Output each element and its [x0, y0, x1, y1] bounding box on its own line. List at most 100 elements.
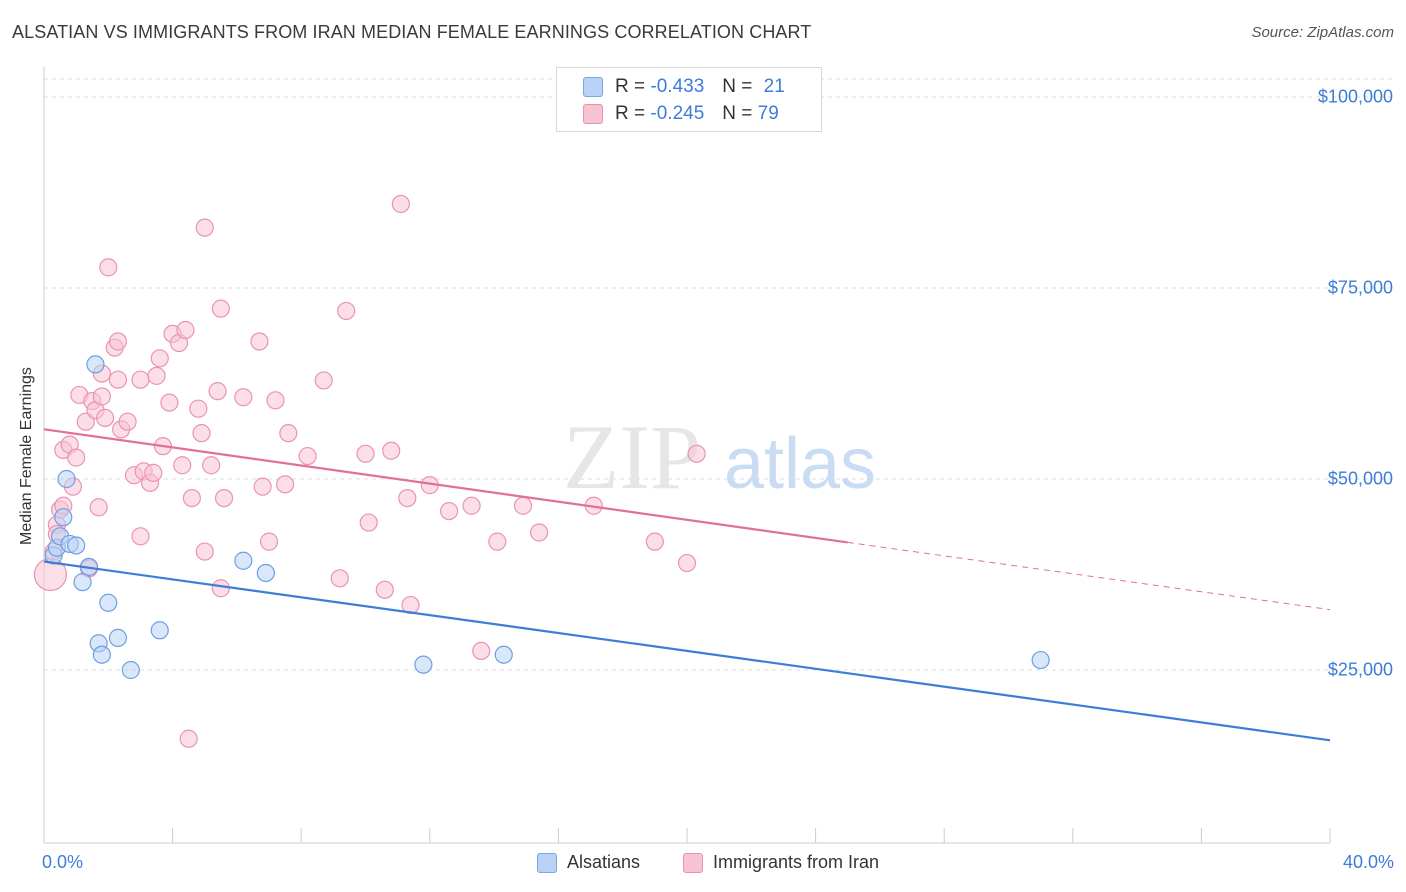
iran-point [208, 382, 227, 401]
iran-point [645, 532, 664, 551]
iran-point [173, 456, 192, 475]
iran-point [279, 424, 298, 443]
alsatian-point [121, 660, 140, 680]
alsatian-point [99, 593, 118, 612]
alsatian-point [234, 551, 253, 570]
source-label: Source: ZipAtlas.com [1251, 24, 1394, 41]
iran-point [359, 513, 378, 532]
iran-point [314, 371, 333, 390]
legend-r-value: -0.433 [650, 76, 705, 97]
iran-point [67, 448, 86, 467]
alsatian-point [1031, 650, 1050, 670]
iran-point [147, 366, 166, 385]
iran-point [513, 496, 533, 515]
iran-point [118, 412, 137, 431]
bottom-legend-iran: Immigrants from Iran [683, 852, 879, 873]
alsatian-point [414, 655, 433, 674]
watermark-atlas: atlas [724, 424, 876, 504]
bottom-legend-swatch-pink [683, 852, 703, 873]
alsatian-point [494, 645, 513, 664]
iran-point [253, 477, 272, 496]
iran-point [176, 320, 195, 340]
legend-r-value: -0.245 [650, 103, 705, 124]
bottom-legend-label: Alsatians [567, 852, 641, 872]
iran-point [488, 532, 507, 551]
iran-point [131, 527, 150, 546]
legend-swatch-blue [583, 77, 603, 97]
bottom-legend-alsatians: Alsatians [537, 852, 640, 873]
data-points [33, 194, 1050, 748]
legend-swatch-pink [583, 104, 603, 124]
alsatian-point [92, 645, 111, 664]
iran-point [211, 299, 230, 318]
legend-n-label: N = [722, 76, 753, 97]
alsatian-point [73, 573, 92, 592]
iran-point [276, 475, 295, 494]
iran-point [182, 489, 201, 508]
iran-point [89, 498, 108, 517]
iran-point [214, 489, 234, 508]
watermark-zip: ZIP [563, 406, 701, 508]
y-tick-100000: $100,000 [1317, 86, 1393, 107]
iran-point [95, 408, 115, 427]
chart-title: ALSATIAN VS IMMIGRANTS FROM IRAN MEDIAN … [12, 22, 812, 42]
iran-point [108, 370, 128, 389]
iran-point [677, 553, 697, 573]
y-tick-75000: $75,000 [1327, 277, 1393, 298]
iran-point [179, 729, 198, 748]
iran-point [131, 370, 150, 389]
iran-point [99, 258, 118, 277]
iran-point [211, 579, 230, 598]
iran-point [356, 444, 375, 463]
trend-lines [43, 428, 1331, 742]
bottom-legend-swatch-blue [537, 852, 557, 873]
iran-point [189, 399, 208, 418]
bottom-legend-label: Immigrants from Iran [713, 852, 880, 872]
legend-r-label: R = [615, 103, 646, 124]
iran-point [382, 441, 401, 460]
iran-point [391, 194, 410, 214]
alsatian-point [86, 355, 105, 374]
axes [43, 67, 1331, 844]
iran-point [472, 641, 491, 661]
iran-point [202, 456, 221, 475]
x-tick-40: 40.0% [1342, 852, 1394, 872]
correlation-legend: R = -0.433 N = 21 R = -0.245 N = 79 [556, 67, 822, 132]
grid-lines [44, 78, 1392, 671]
iran-point [375, 580, 394, 599]
iran-point [195, 542, 214, 561]
alsatian-point [108, 628, 128, 648]
iran-point [439, 501, 459, 521]
legend-r-label: R = [615, 76, 646, 97]
iran-point [687, 444, 706, 463]
iran-point [266, 391, 285, 410]
iran-point [144, 463, 163, 482]
y-tick-25000: $25,000 [1327, 659, 1393, 680]
iran-point [250, 332, 269, 351]
legend-n-value: 21 [763, 76, 785, 97]
iran-point [462, 496, 481, 515]
iran-point [160, 393, 179, 412]
iran-point [398, 489, 417, 508]
iran-point [337, 301, 356, 321]
iran-point [92, 387, 111, 406]
y-axis-label: Median Female Earnings [18, 367, 35, 545]
alsatian-point [150, 621, 169, 640]
legend-row-alsatians: R = -0.433 N = 21 [583, 75, 785, 99]
iran-point [192, 424, 211, 443]
iran-point [259, 532, 279, 551]
iran-point [150, 349, 169, 368]
x-tick-0: 0.0% [42, 852, 84, 872]
iran-point [330, 569, 349, 588]
iran-trend-extension [847, 541, 1331, 611]
alsatian-trend-line [43, 560, 1331, 742]
iran-point [108, 332, 128, 351]
y-tick-50000: $50,000 [1327, 468, 1393, 489]
iran-point [530, 523, 549, 542]
watermark: ZIP atlas [563, 406, 876, 508]
iran-point [234, 388, 253, 407]
alsatian-point [57, 469, 76, 489]
alsatian-point [67, 536, 86, 555]
alsatian-point [54, 508, 73, 527]
